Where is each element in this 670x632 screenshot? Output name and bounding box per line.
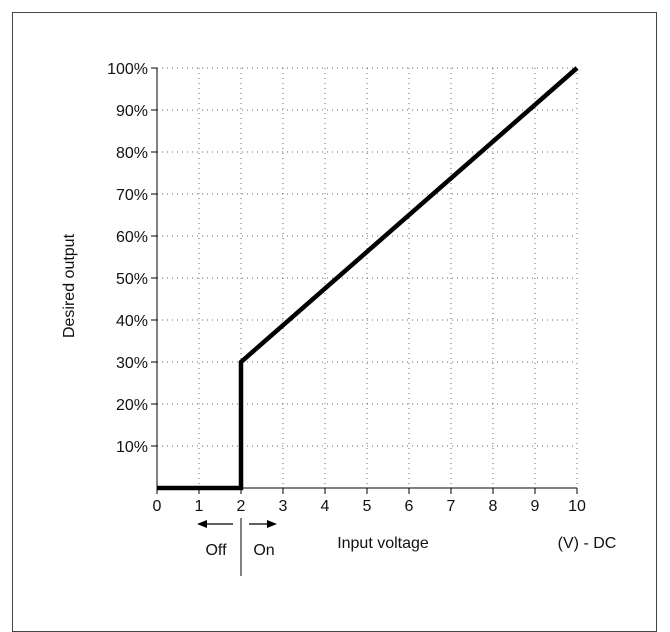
x-axis-label: Input voltage: [337, 535, 429, 552]
series-line: [157, 66, 579, 491]
x-axis-unit-label: (V) - DC: [558, 535, 617, 552]
y-tick-label: 10%: [116, 439, 148, 456]
x-tick-label: 3: [279, 498, 288, 515]
on-label: On: [253, 542, 274, 559]
y-tick-label: 70%: [116, 187, 148, 204]
y-tick-label: 20%: [116, 397, 148, 414]
on-arrow-icon: [249, 520, 277, 528]
x-tick-label: 9: [531, 498, 540, 515]
x-tick-label: 1: [195, 498, 204, 515]
x-tick-label: 4: [321, 498, 330, 515]
y-tick-label: 50%: [116, 271, 148, 288]
x-tick-label: 6: [405, 498, 414, 515]
y-tick-label: 60%: [116, 229, 148, 246]
grid: [157, 67, 578, 488]
x-tick-label: 7: [447, 498, 456, 515]
y-tick-label: 100%: [107, 61, 148, 78]
annotations: Off On: [197, 518, 277, 576]
x-tick-label: 10: [568, 498, 586, 515]
x-ticks: 0 1 2 3 4 5 6 7 8 9 10: [153, 488, 586, 515]
series: [157, 66, 579, 491]
x-tick-label: 8: [489, 498, 498, 515]
y-tick-label: 90%: [116, 103, 148, 120]
off-arrow-icon: [197, 520, 233, 528]
y-ticks: 10% 20% 30% 40% 50% 60% 70% 80% 90% 100%: [107, 61, 157, 456]
x-tick-label: 0: [153, 498, 162, 515]
x-tick-label: 5: [363, 498, 372, 515]
off-label: Off: [205, 542, 227, 559]
y-tick-label: 40%: [116, 313, 148, 330]
y-tick-label: 80%: [116, 145, 148, 162]
x-tick-label: 2: [237, 498, 246, 515]
y-axis-label: Desired output: [61, 233, 78, 338]
y-tick-label: 30%: [116, 355, 148, 372]
chart: 10% 20% 30% 40% 50% 60% 70% 80% 90% 100% 0 1 2 3 4 5 6 7…: [61, 61, 617, 576]
